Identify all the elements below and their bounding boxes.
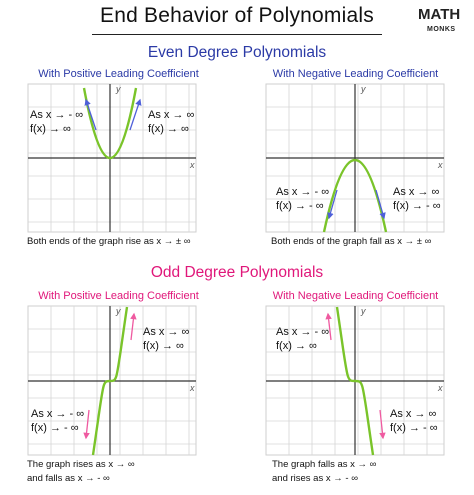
odd-pos-note-top-1: As x → ∞	[143, 326, 189, 338]
arrow-on-top	[325, 312, 332, 341]
even-negative-subtitle: With Negative Leading Coefficient	[272, 68, 439, 80]
axis-label-x-1: x	[189, 160, 195, 170]
curve-even-negative	[322, 159, 388, 233]
axis-label-x-4: x	[437, 383, 443, 393]
even-neg-note-right-2: f(x) → - ∞	[393, 200, 441, 212]
even-pos-note-right-1: As x → ∞	[148, 109, 194, 121]
logo-text-monks: MONKS	[427, 26, 456, 33]
axis-label-x-2: x	[437, 160, 443, 170]
page-title: End Behavior of Polynomials	[100, 4, 374, 27]
odd-neg-note-bottom-2: f(x) → - ∞	[390, 422, 438, 434]
even-positive-caption: Both ends of the graph rise as x → ± ∞	[27, 236, 191, 247]
odd-pos-note-bottom-1: As x → - ∞	[31, 408, 84, 420]
odd-neg-note-top-1: As x → - ∞	[276, 326, 329, 338]
odd-negative-subtitle: With Negative Leading Coefficient	[272, 290, 439, 302]
odd-positive-caption-2: and falls as x → - ∞	[27, 473, 110, 484]
even-neg-note-left-1: As x → - ∞	[276, 186, 329, 198]
even-pos-note-left-2: f(x) → ∞	[30, 123, 71, 135]
even-neg-note-left-2: f(x) → - ∞	[276, 200, 324, 212]
even-pos-note-right-2: f(x) → ∞	[148, 123, 189, 135]
arrow-on-bottom	[379, 409, 386, 440]
even-negative-caption: Both ends of the graph fall as x → ± ∞	[271, 236, 432, 247]
axis-label-y-2: y	[360, 84, 366, 94]
title-underline	[92, 34, 382, 35]
arrow-en-right	[375, 189, 386, 220]
even-section-title: Even Degree Polynomials	[147, 44, 327, 61]
axis-label-y-1: y	[115, 84, 121, 94]
axis-label-y-4: y	[360, 306, 366, 316]
curve-even-positive	[82, 87, 138, 159]
axis-labels: x y x y x y x y	[115, 84, 443, 393]
odd-neg-note-top-2: f(x) → ∞	[276, 340, 317, 352]
arrow-en-left	[327, 189, 338, 220]
axis-label-y-3: y	[115, 306, 121, 316]
arrow-op-bottom	[83, 409, 90, 440]
grid-layer	[27, 83, 445, 456]
odd-negative-caption-1: The graph falls as x → ∞	[272, 459, 377, 470]
odd-pos-note-top-2: f(x) → ∞	[143, 340, 184, 352]
odd-positive-subtitle: With Positive Leading Coefficient	[38, 290, 199, 302]
arrow-ep-left	[84, 98, 97, 131]
axes	[28, 84, 444, 455]
even-positive-subtitle: With Positive Leading Coefficient	[38, 68, 199, 80]
logo-text-math: MATH	[418, 6, 461, 23]
direction-arrows	[83, 98, 386, 440]
odd-negative-caption-2: and rises as x → - ∞	[272, 473, 358, 484]
even-neg-note-right-1: As x → ∞	[393, 186, 439, 198]
graph-notes: As x → - ∞ f(x) → ∞ As x → ∞ f(x) → ∞ As…	[30, 109, 441, 434]
axis-label-x-3: x	[189, 383, 195, 393]
odd-neg-note-bottom-1: As x → ∞	[390, 408, 436, 420]
curve-odd-positive	[91, 306, 129, 456]
curve-odd-negative	[335, 306, 375, 456]
curves	[82, 87, 388, 456]
arrow-op-top	[130, 312, 137, 341]
math-monks-logo: MATH MONKS	[418, 4, 474, 44]
arrow-ep-right	[129, 98, 142, 131]
even-pos-note-left-1: As x → - ∞	[30, 109, 83, 121]
odd-positive-caption-1: The graph rises as x → ∞	[27, 459, 135, 470]
odd-pos-note-bottom-2: f(x) → - ∞	[31, 422, 79, 434]
odd-section-title: Odd Degree Polynomials	[150, 264, 324, 281]
